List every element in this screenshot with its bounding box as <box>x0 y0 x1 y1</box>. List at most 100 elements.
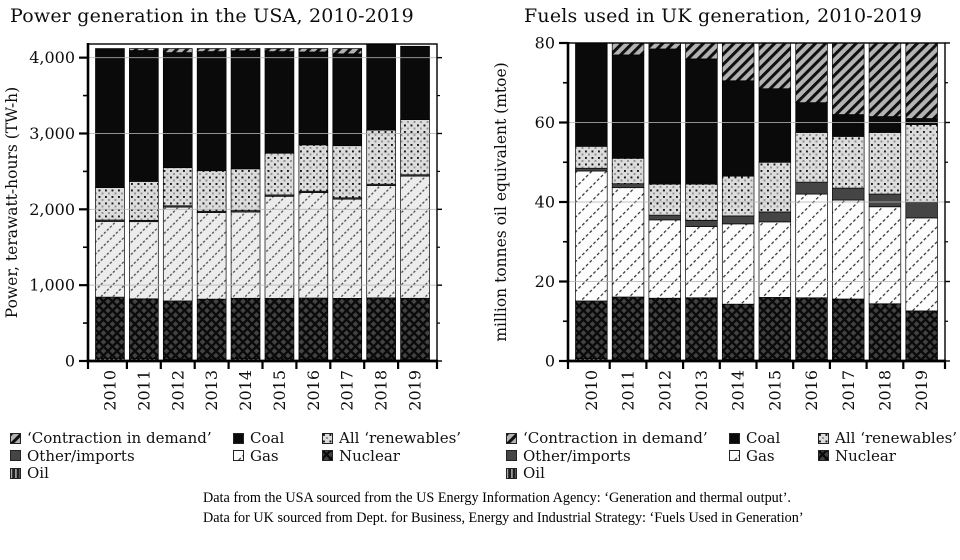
bar-2011-nuclear <box>129 298 159 360</box>
x-tick-label-2012: 2012 <box>168 370 187 411</box>
x-tick-label-2013: 2013 <box>692 370 711 411</box>
bar-2011-contraction <box>129 48 159 51</box>
bar-2013-other <box>685 219 718 227</box>
bar-2013-gas_usa <box>196 212 227 300</box>
chart-title-uk: Fuels used in UK generation, 2010-2019 <box>524 5 923 27</box>
bar-2015-nuclear <box>758 297 792 360</box>
bar-2010-other <box>575 167 608 172</box>
legend-swatch-renewables <box>322 432 333 444</box>
bar-2014-nuclear <box>721 303 755 360</box>
bar-2016-nuclear <box>298 297 329 360</box>
bar-2018-nuclear <box>868 303 902 361</box>
bar-2019-coal <box>905 118 938 125</box>
bar-2010-nuclear <box>575 300 608 359</box>
legend-label-coal: Coal <box>746 429 781 448</box>
bar-2012-gas_usa <box>162 206 193 302</box>
bar-2014-renewables <box>721 175 755 217</box>
bar-2013-coal <box>196 51 227 172</box>
x-tick-label-2018: 2018 <box>372 370 391 411</box>
legend-swatch-contraction <box>506 432 517 444</box>
x-tick-label-2018: 2018 <box>876 370 895 411</box>
legend-label-other: Other/imports <box>523 446 631 465</box>
bar-2013-nuclear <box>685 297 718 360</box>
legend-item-renewables: All ‘renewables’ <box>322 430 461 447</box>
x-tick-label-2016: 2016 <box>304 370 323 411</box>
legend-item-gas_uk: Gas <box>233 448 322 465</box>
bar-2015-other <box>758 211 792 223</box>
bar-2017-renewables <box>832 136 865 189</box>
bar-2011-nuclear <box>611 296 645 360</box>
bar-2013-nuclear <box>196 298 227 360</box>
bar-2015-contraction <box>264 48 295 52</box>
y-tick-label-0: 0 <box>545 352 555 371</box>
legend-label-nuclear: Nuclear <box>835 446 896 465</box>
x-tick-label-2012: 2012 <box>655 370 674 411</box>
y-axis-label: million tonnes oil equivalent (mtoe) <box>492 62 510 341</box>
x-tick-label-2013: 2013 <box>202 370 221 411</box>
legend-column-2: Coal Gas <box>233 430 322 482</box>
y-axis-label: Power, terawatt-hours (TW-h) <box>3 87 21 318</box>
legend-label-nuclear: Nuclear <box>339 446 400 465</box>
bar-2019-gas_usa <box>400 175 430 299</box>
bar-2017-contraction <box>332 48 363 55</box>
legend-swatch-oil <box>10 467 21 479</box>
x-tick-label-2015: 2015 <box>270 370 289 411</box>
chart-usa: 0 1,000 2,000 3,000 4,000 2010 2011 2012 2013 201… <box>3 43 442 411</box>
bar-2018-gas_usa <box>366 185 396 299</box>
bar-2016-coal <box>298 51 329 146</box>
bar-2012-gas_uk <box>648 219 681 299</box>
legend-label-renewables: All ‘renewables’ <box>835 429 958 448</box>
bar-2015-contraction <box>758 42 792 90</box>
bar-2019-contraction <box>905 42 938 119</box>
y-tick-label-60: 60 <box>535 113 555 132</box>
x-tick-label-2015: 2015 <box>765 370 784 411</box>
bar-2015-renewables <box>264 152 295 196</box>
legend-label-contraction: ‘Contraction in demand’ <box>27 429 212 448</box>
legend-label-oil: Oil <box>27 464 49 483</box>
bar-2019-renewables <box>400 119 430 176</box>
bar-2017-renewables <box>332 145 363 199</box>
x-tick-label-2017: 2017 <box>338 370 357 411</box>
bar-2016-contraction <box>795 42 828 103</box>
bar-2015-coal <box>758 88 792 163</box>
bar-2017-nuclear <box>332 298 363 360</box>
caption-line-1: Data from the USA sourced from the US En… <box>203 490 791 506</box>
legend-label-contraction: ‘Contraction in demand’ <box>523 429 708 448</box>
legend-column-3: All ‘renewables’ Nuclear <box>322 430 461 482</box>
bar-2012-coal <box>162 52 193 169</box>
bar-2019-nuclear <box>400 297 430 360</box>
bar-2011-other <box>611 183 645 189</box>
x-tick-label-2019: 2019 <box>912 370 931 411</box>
x-tick-label-2014: 2014 <box>236 370 255 411</box>
bar-2012-coal <box>648 48 681 185</box>
legend-item-coal: Coal <box>729 430 818 447</box>
bar-2016-gas_usa <box>298 192 329 299</box>
legend-swatch-oil <box>506 467 517 479</box>
bar-2012-nuclear <box>162 300 193 360</box>
bar-2017-gas_usa <box>332 198 363 299</box>
bar-2011-coal <box>129 50 159 182</box>
x-tick-label-2011: 2011 <box>134 370 153 411</box>
x-tick-label-2016: 2016 <box>802 370 821 411</box>
x-tick-label-2010: 2010 <box>582 370 601 411</box>
y-tick-label-0: 0 <box>65 352 75 371</box>
chart-uk: 0 20 40 60 80 2010 2011 2012 2013 2014 2015 2016 201… <box>492 34 950 411</box>
chart-title-usa: Power generation in the USA, 2010-2019 <box>10 5 414 27</box>
legend-item-nuclear: Nuclear <box>818 448 957 465</box>
bar-2011-contraction <box>611 42 645 56</box>
legend-swatch-coal <box>233 432 244 444</box>
bar-2013-renewables <box>196 170 227 212</box>
legend-item-oil: Oil <box>10 465 233 482</box>
legend-item-coal: Coal <box>233 430 322 447</box>
bar-2012-contraction <box>162 48 193 53</box>
legend-item-other: Other/imports <box>506 448 729 465</box>
bar-2010-gas_usa <box>95 221 125 298</box>
x-tick-label-2014: 2014 <box>729 370 748 411</box>
y-tick-label-3000: 3,000 <box>29 124 75 143</box>
bar-2016-renewables <box>795 132 828 183</box>
legend-item-renewables: All ‘renewables’ <box>818 430 957 447</box>
legend-item-contraction: ‘Contraction in demand’ <box>506 430 729 447</box>
legend-swatch-coal <box>729 432 740 444</box>
bar-2013-coal <box>685 58 718 185</box>
